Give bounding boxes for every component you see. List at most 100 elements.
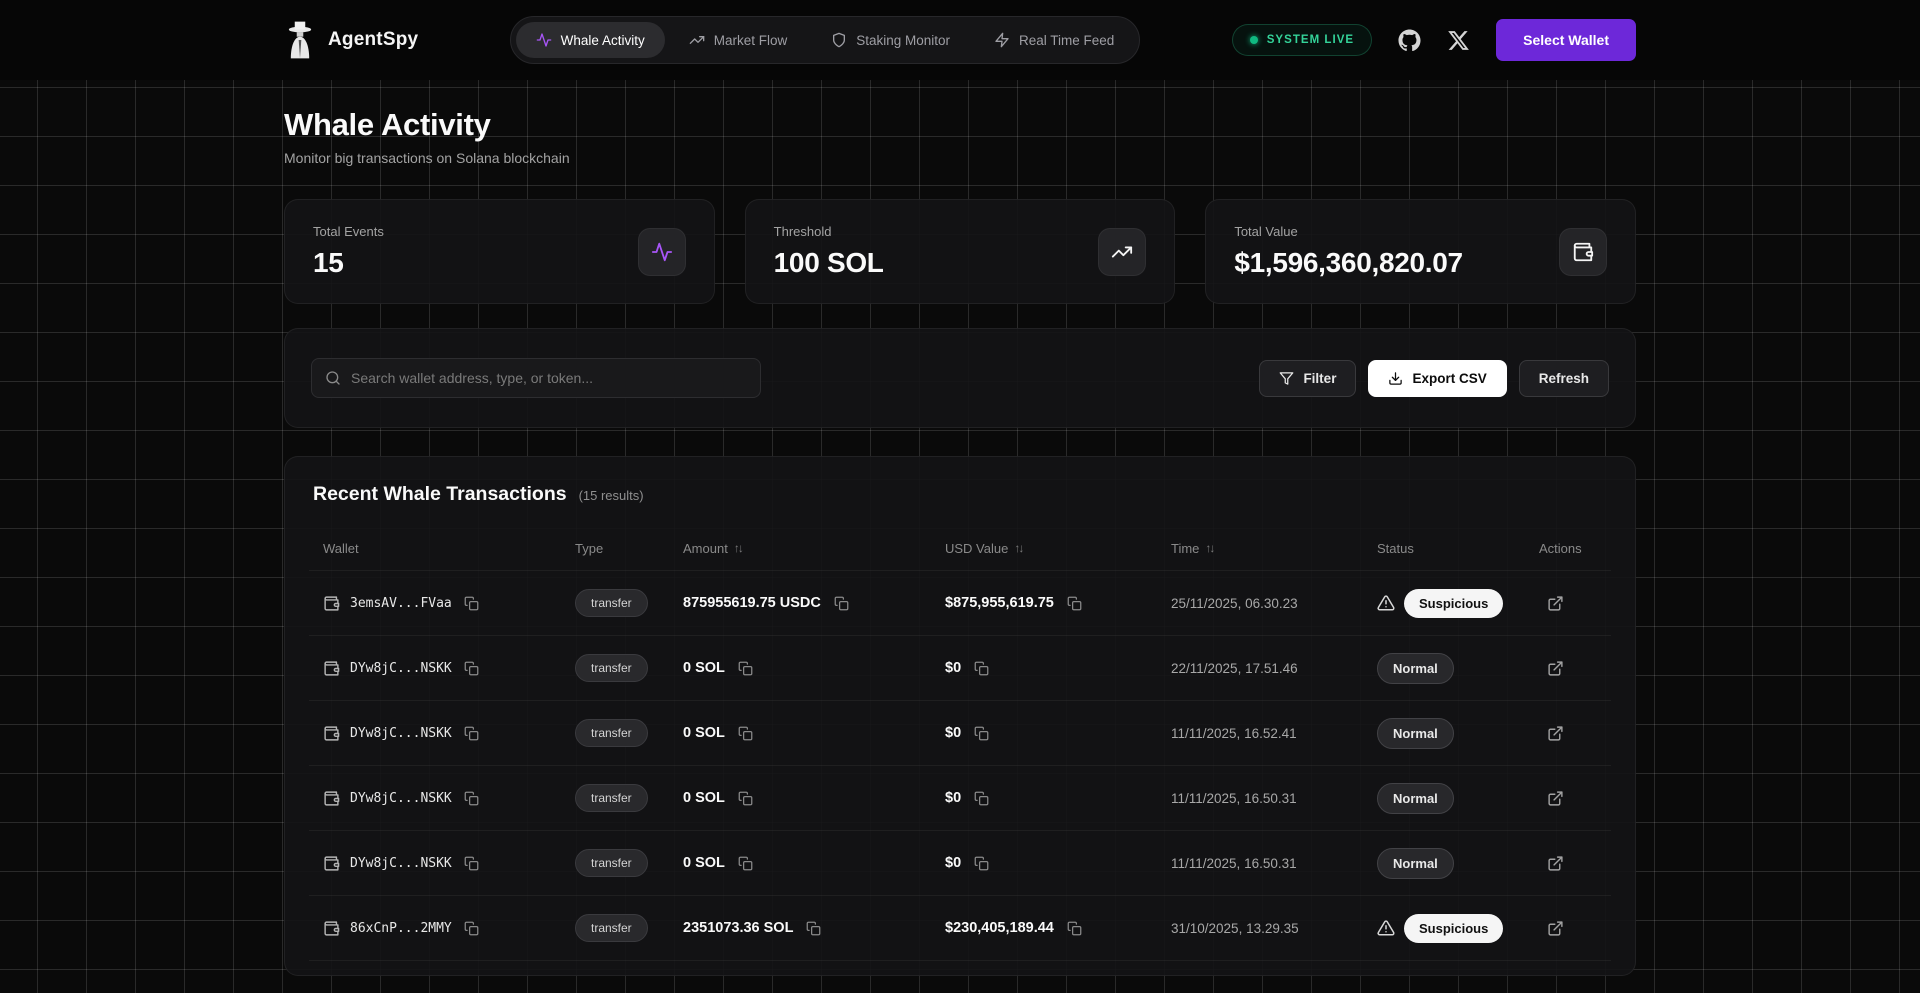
wallet-address: DYw8jC...NSKK: [350, 660, 452, 676]
filter-button[interactable]: Filter: [1259, 359, 1357, 397]
copy-icon: [464, 661, 479, 675]
column-header-label: Time: [1171, 540, 1200, 556]
export-csv-label: Export CSV: [1412, 370, 1487, 386]
nav-item-real-time-feed[interactable]: Real Time Feed: [974, 22, 1134, 58]
wallet-icon: [324, 855, 340, 871]
status-badge: Normal: [1377, 847, 1454, 879]
copy-icon: [1067, 921, 1082, 935]
time-value: 11/11/2025, 16.52.41: [1171, 725, 1297, 741]
copy-wallet-button[interactable]: [462, 724, 481, 743]
nav-item-label: Market Flow: [713, 32, 788, 48]
warning-icon: [1377, 595, 1395, 611]
external-link-button[interactable]: [1545, 788, 1566, 809]
column-header[interactable]: Time ↑↓: [1171, 541, 1377, 556]
filter-label: Filter: [1303, 370, 1337, 386]
copy-usd-button[interactable]: [972, 789, 991, 808]
amount-value: 0 SOL: [683, 790, 725, 806]
wallet-icon: [324, 725, 340, 741]
copy-icon: [464, 921, 479, 935]
zap-icon: [995, 32, 1009, 48]
search-input[interactable]: [351, 370, 747, 386]
status-badge: Normal: [1377, 782, 1454, 814]
external-link-button[interactable]: [1545, 593, 1566, 614]
column-header[interactable]: Amount ↑↓: [683, 541, 945, 556]
export-csv-button[interactable]: Export CSV: [1368, 359, 1507, 397]
nav-right-group: SYSTEM LIVE Select Wallet: [1231, 19, 1636, 61]
table-row: 3emsAV...FVaa transfer 875955619.75 USDC…: [309, 570, 1611, 635]
copy-usd-button[interactable]: [972, 659, 991, 678]
x-twitter-link[interactable]: [1447, 29, 1470, 52]
wallet-address: 3emsAV...FVaa: [350, 595, 452, 611]
type-badge: transfer: [575, 849, 648, 877]
shield-icon: [833, 32, 846, 48]
copy-wallet-button[interactable]: [462, 919, 481, 938]
copy-amount-button[interactable]: [736, 789, 755, 808]
wallet-icon: [324, 790, 340, 806]
copy-usd-button[interactable]: [1065, 594, 1084, 613]
github-link[interactable]: [1398, 28, 1421, 52]
copy-amount-button[interactable]: [736, 659, 755, 678]
copy-amount-button[interactable]: [736, 724, 755, 743]
page-title: Whale Activity: [284, 107, 491, 142]
transactions-card: Recent Whale Transactions (15 results) W…: [284, 456, 1636, 976]
column-header[interactable]: USD Value ↑↓: [945, 541, 1171, 556]
copy-icon: [738, 661, 753, 675]
external-link-icon: [1548, 790, 1563, 806]
sort-icon: ↑↓: [733, 541, 744, 555]
copy-icon: [807, 921, 821, 935]
main-content: Whale Activity Monitor big transactions …: [284, 107, 1636, 976]
stat-card-total-value: Total Value $1,596,360,820.07: [1205, 199, 1636, 304]
stat-label: Total Value: [1234, 224, 1298, 239]
external-link-button[interactable]: [1545, 658, 1566, 679]
wallet-address: DYw8jC...NSKK: [350, 855, 452, 871]
wallet-address: 86xCnP...2MMY: [350, 920, 452, 936]
status-badge: Normal: [1377, 652, 1454, 684]
nav-item-whale-activity[interactable]: Whale Activity: [515, 22, 665, 58]
copy-wallet-button[interactable]: [462, 659, 481, 678]
usd-value: $230,405,189.44: [945, 920, 1054, 936]
copy-wallet-button[interactable]: [462, 789, 481, 808]
copy-usd-button[interactable]: [972, 724, 991, 743]
nav-item-label: Whale Activity: [560, 32, 645, 48]
refresh-button[interactable]: Refresh: [1518, 359, 1609, 397]
external-link-button[interactable]: [1545, 918, 1566, 939]
external-link-icon: [1548, 725, 1563, 741]
page-subtitle: Monitor big transactions on Solana block…: [284, 150, 570, 166]
trending-up-icon: [689, 36, 705, 44]
copy-icon: [834, 596, 849, 610]
search-box: [311, 358, 761, 398]
nav-item-staking-monitor[interactable]: Staking Monitor: [811, 22, 970, 58]
copy-amount-button[interactable]: [736, 854, 755, 873]
type-badge: transfer: [575, 589, 648, 617]
column-header-label: Actions: [1539, 540, 1582, 556]
external-link-button[interactable]: [1545, 723, 1566, 744]
external-link-button[interactable]: [1545, 853, 1566, 874]
nav-item-market-flow[interactable]: Market Flow: [669, 22, 808, 58]
activity-icon: [536, 33, 552, 47]
amount-value: 0 SOL: [683, 725, 725, 741]
wallet-icon: [1573, 242, 1594, 261]
copy-icon: [974, 856, 989, 870]
copy-wallet-button[interactable]: [462, 594, 481, 613]
stat-card-total-events: Total Events 15: [284, 199, 715, 304]
status-badge: Normal: [1377, 717, 1454, 749]
copy-usd-button[interactable]: [1065, 919, 1084, 938]
copy-usd-button[interactable]: [972, 854, 991, 873]
copy-wallet-button[interactable]: [462, 854, 481, 873]
trending-up-icon: [1112, 246, 1133, 257]
system-live-label: SYSTEM LIVE: [1266, 34, 1355, 46]
live-dot-icon: [1249, 36, 1258, 44]
brand[interactable]: AgentSpy: [284, 19, 418, 61]
copy-icon: [1067, 596, 1082, 610]
type-badge: transfer: [575, 719, 648, 747]
table-row: 86xCnP...2MMY transfer 2351073.36 SOL $2…: [309, 895, 1611, 960]
time-value: 11/11/2025, 16.50.31: [1171, 790, 1297, 806]
usd-value: $875,955,619.75: [945, 595, 1054, 611]
copy-icon: [974, 661, 989, 675]
type-badge: transfer: [575, 914, 648, 942]
select-wallet-button[interactable]: Select Wallet: [1496, 19, 1636, 61]
copy-amount-button[interactable]: [804, 919, 823, 938]
copy-icon: [974, 726, 989, 740]
copy-amount-button[interactable]: [832, 594, 851, 613]
external-link-icon: [1548, 855, 1563, 871]
